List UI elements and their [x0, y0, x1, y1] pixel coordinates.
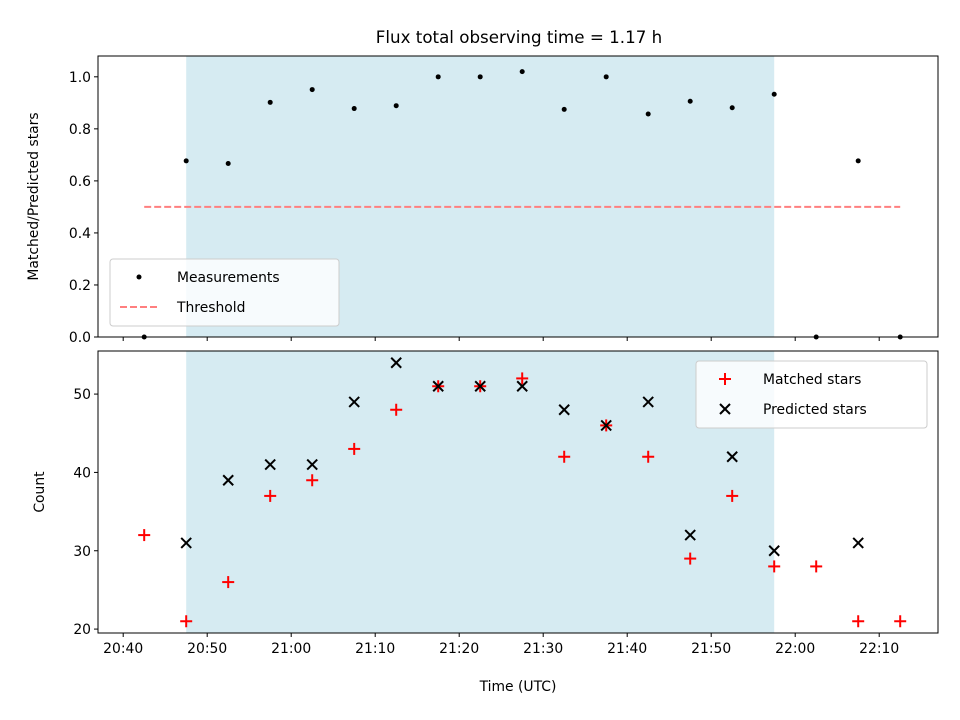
measurement-point [309, 87, 315, 93]
legend-measurements-marker [136, 274, 142, 280]
bottom-y-tick-label: 20 [73, 622, 91, 638]
bottom-legend-box [695, 360, 928, 429]
predicted-star-point [474, 380, 486, 392]
measurement-point [645, 111, 651, 117]
matched-star-point [768, 560, 781, 573]
bottom-x-ticks: 20:40 20:50 21:00 21:10 21:20 21:30 21:40 21:50… [103, 633, 899, 657]
predicted-star-point [306, 458, 318, 471]
top-y-tick-label: 0.2 [69, 278, 91, 294]
top-legend-box [109, 258, 340, 327]
top-y-tick-label: 0.6 [69, 174, 91, 190]
bottom-y-tick-label: 50 [73, 387, 91, 403]
predicted-star-point [264, 458, 276, 471]
predicted-star-point [684, 529, 696, 541]
predicted-star-point [432, 380, 444, 392]
measurement-point [225, 160, 231, 166]
measurement-point [603, 74, 609, 80]
figure-title: Flux total observing time = 1.17 h [376, 27, 662, 47]
matched-star-point [558, 450, 571, 463]
measurement-point [435, 74, 441, 80]
predicted-star-point [768, 545, 780, 557]
bottom-x-tick-label: 21:20 [439, 641, 479, 657]
matched-stars-series [138, 372, 907, 628]
predicted-star-point [516, 380, 528, 392]
matched-star-point [810, 560, 823, 573]
bottom-x-tick-label: 21:30 [523, 641, 563, 657]
bottom-x-axis-label: Time (UTC) [479, 679, 557, 695]
bottom-x-tick-label: 22:00 [775, 641, 815, 657]
legend-matched-marker [719, 373, 731, 385]
measurement-point [477, 74, 483, 80]
measurements-series [141, 69, 903, 340]
matched-star-point [894, 615, 907, 628]
legend-matched-label: Matched stars [763, 372, 861, 388]
measurement-point [519, 69, 525, 75]
legend-predicted-label: Predicted stars [763, 402, 867, 418]
bottom-y-tick-label: 30 [73, 544, 91, 560]
measurement-point [183, 158, 189, 164]
top-y-tick-label: 0.4 [69, 226, 91, 242]
bottom-y-axis-label: Count [32, 471, 48, 513]
top-y-ticks: 0.0 0.2 0.4 0.6 0.8 1.0 [69, 70, 98, 346]
top-y-tick-label: 0.8 [69, 122, 91, 138]
top-axes: 0.0 0.2 0.4 0.6 0.8 1.0 Matched/Predicted sta… [26, 55, 939, 346]
predicted-star-point [180, 537, 192, 549]
bottom-legend: Matched stars Predicted stars [695, 360, 928, 429]
bottom-x-tick-label: 21:50 [691, 641, 731, 657]
predicted-star-point [348, 396, 360, 408]
bottom-y-tick-label: 40 [73, 465, 91, 481]
measurement-point [351, 106, 357, 112]
top-y-tick-label: 1.0 [69, 70, 91, 86]
top-axes-frame [97, 55, 939, 338]
top-legend: Measurements Threshold [109, 258, 340, 327]
matched-star-point [642, 450, 655, 463]
bottom-x-tick-label: 21:40 [607, 641, 647, 657]
predicted-star-point [726, 451, 738, 463]
matched-star-point [138, 529, 151, 542]
measurement-point [393, 103, 399, 109]
predicted-star-point [558, 404, 570, 416]
top-y-axis-label: Matched/Predicted stars [26, 112, 42, 280]
predicted-star-point [852, 537, 864, 549]
top-x-ticks [122, 337, 880, 341]
legend-threshold-label: Threshold [176, 300, 245, 316]
matched-star-point [390, 403, 403, 416]
bottom-highlight-span [186, 351, 775, 633]
bottom-axes-frame [97, 350, 939, 634]
bottom-y-ticks: 20 30 40 50 [73, 387, 98, 638]
measurement-point [561, 106, 567, 112]
predicted-stars-series [180, 357, 864, 557]
bottom-x-tick-label: 21:10 [355, 641, 395, 657]
matched-star-point [222, 576, 235, 589]
measurement-point [855, 158, 861, 164]
matched-star-point [684, 552, 697, 565]
predicted-star-point [222, 474, 234, 486]
top-y-tick-label: 0.0 [69, 330, 91, 346]
matched-star-point [348, 442, 361, 455]
bottom-x-tick-label: 20:50 [187, 641, 227, 657]
bottom-x-tick-label: 22:10 [859, 641, 899, 657]
predicted-star-point [642, 396, 654, 408]
measurement-point [687, 98, 693, 104]
predicted-star-point [390, 357, 402, 369]
bottom-x-tick-label: 21:00 [271, 641, 311, 657]
legend-predicted-marker [719, 403, 731, 415]
matched-star-point [852, 615, 865, 628]
legend-measurements-label: Measurements [177, 270, 280, 286]
bottom-x-tick-label: 20:40 [103, 641, 143, 657]
matched-star-point [264, 489, 277, 502]
matched-star-point [180, 615, 193, 628]
predicted-star-point [600, 419, 612, 432]
matched-star-point [726, 489, 739, 502]
matched-star-point [306, 474, 319, 487]
measurement-point [729, 105, 735, 111]
matched-star-point [516, 372, 529, 385]
measurement-point [771, 91, 777, 97]
measurement-point [267, 99, 273, 105]
